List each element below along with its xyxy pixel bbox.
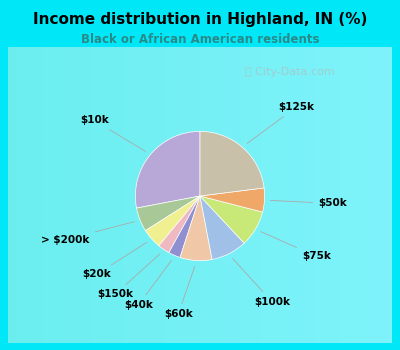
Wedge shape [200,188,265,212]
Text: $75k: $75k [261,232,331,261]
Text: > $200k: > $200k [42,222,134,245]
Text: Income distribution in Highland, IN (%): Income distribution in Highland, IN (%) [33,12,367,27]
Text: $10k: $10k [80,116,145,151]
Wedge shape [169,196,200,258]
Wedge shape [200,131,264,196]
Text: $60k: $60k [164,266,195,319]
Wedge shape [180,196,212,261]
Wedge shape [200,196,262,243]
Text: $40k: $40k [124,260,171,310]
Text: Black or African American residents: Black or African American residents [81,33,319,46]
Text: $125k: $125k [247,102,314,144]
Wedge shape [200,196,244,259]
Wedge shape [136,196,200,231]
Text: ⓘ City-Data.com: ⓘ City-Data.com [245,67,334,77]
Wedge shape [146,196,200,246]
Wedge shape [159,196,200,253]
Text: $20k: $20k [82,242,147,279]
Text: $150k: $150k [98,254,160,299]
Wedge shape [135,131,200,208]
Text: $50k: $50k [270,198,347,209]
Text: $100k: $100k [233,259,290,307]
